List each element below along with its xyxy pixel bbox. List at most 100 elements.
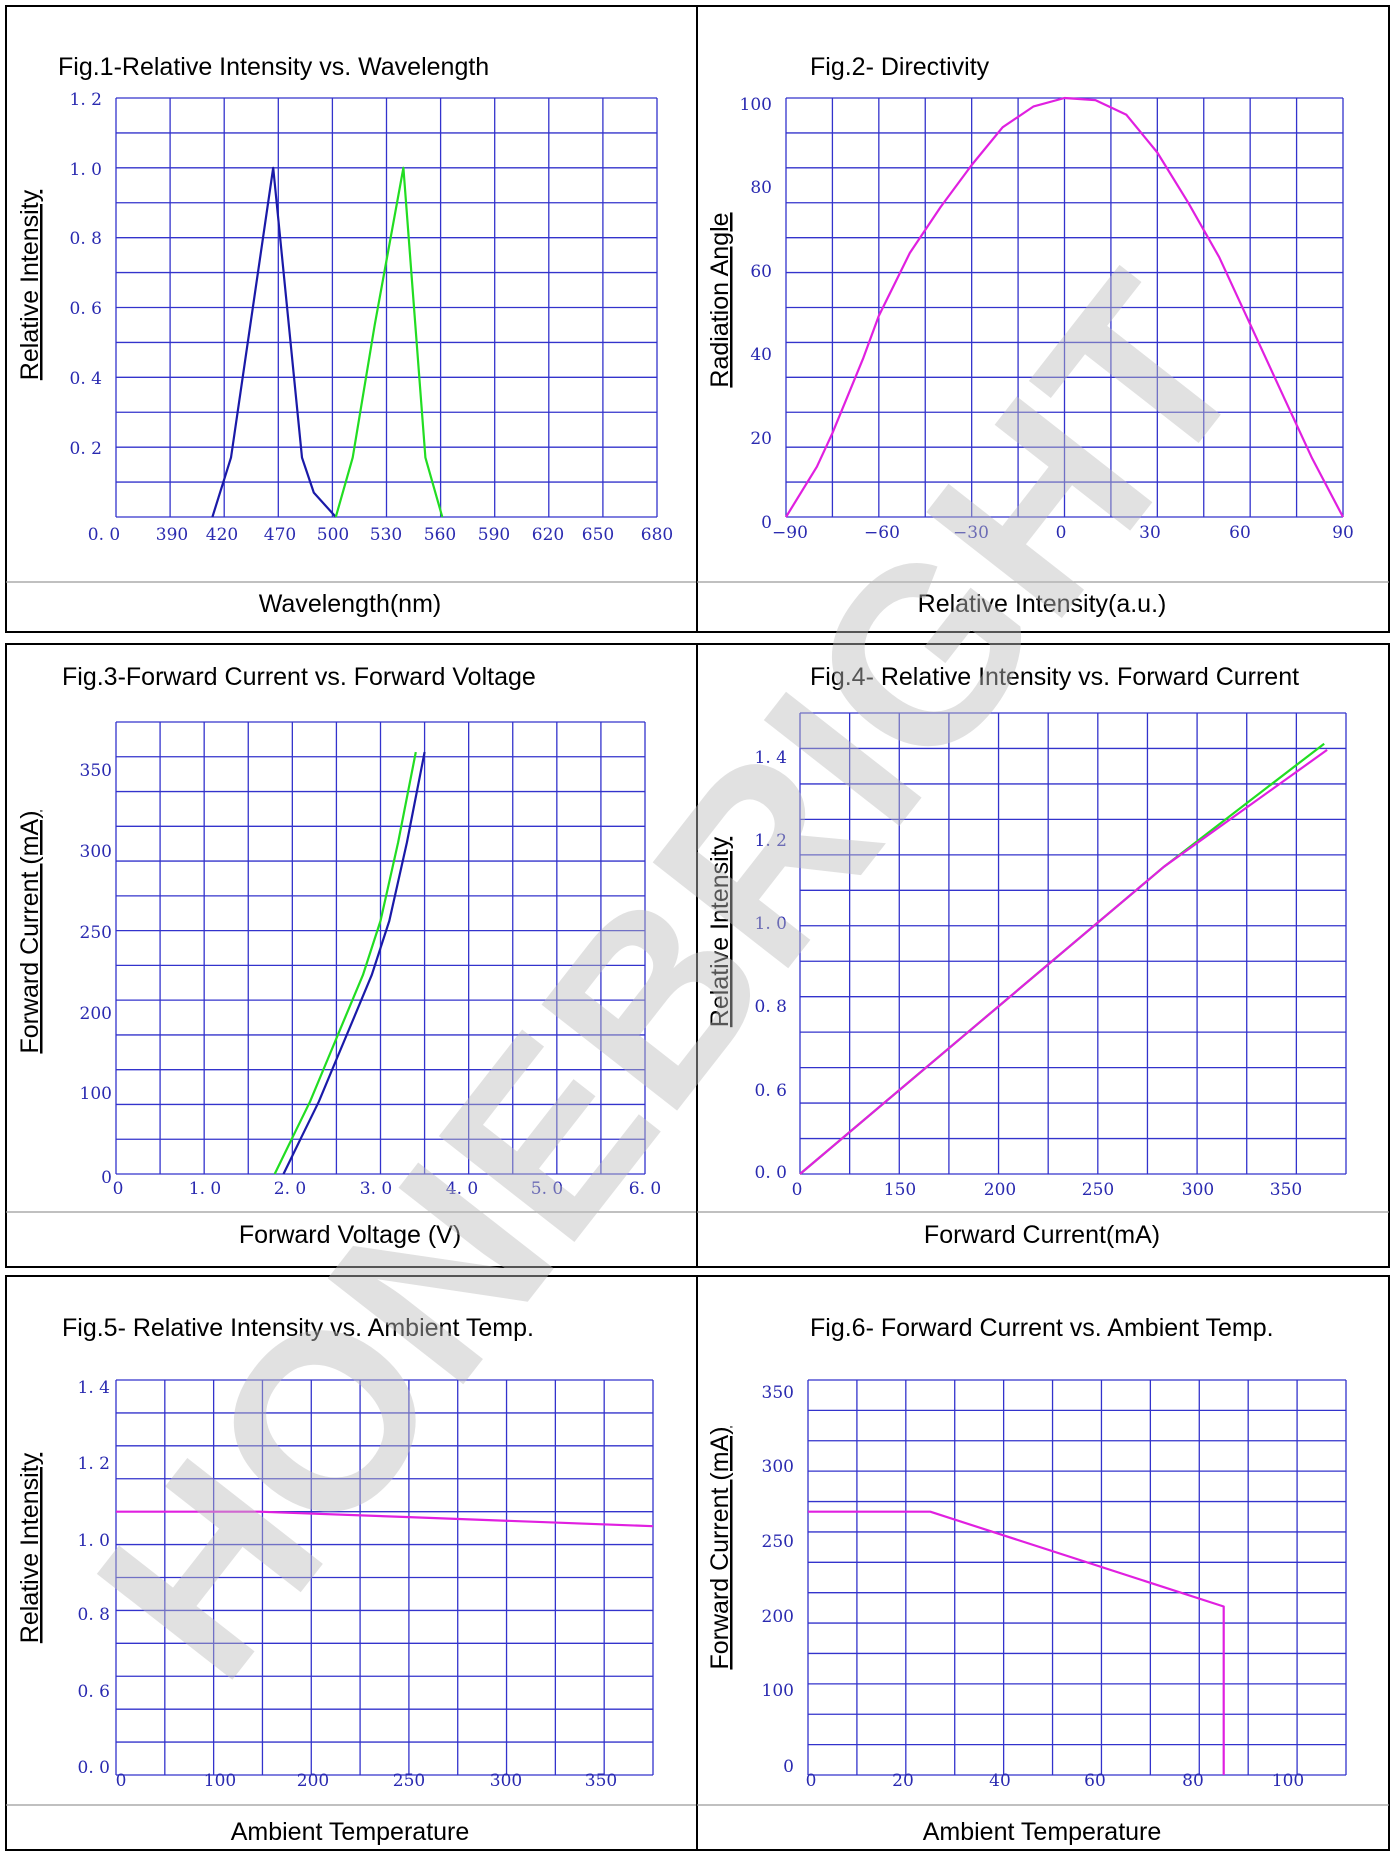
chart-title: Fig.1-Relative Intensity vs. Wavelength — [58, 53, 489, 81]
x-tick-label: 250 — [393, 1771, 425, 1791]
plot-grid — [115, 1379, 654, 1776]
x-tick-label: 100 — [204, 1771, 236, 1791]
series-line-blue — [211, 166, 337, 518]
x-tick-label: 90 — [1332, 523, 1354, 543]
y-tick-label: 20 — [750, 429, 772, 449]
x-tick-label: 80 — [1182, 1771, 1204, 1791]
x-tick-label: 470 — [264, 525, 296, 545]
chart-title: Fig.3-Forward Current vs. Forward Voltag… — [62, 663, 536, 691]
y-tick-label: 200 — [762, 1607, 794, 1627]
y-tick-label: 100 — [80, 1084, 112, 1104]
series-line-blue — [282, 751, 426, 1175]
y-axis-label: Forward Current (mA) — [706, 1426, 734, 1669]
y-tick-label: 1. 2 — [70, 90, 102, 110]
y-tick-label: 0 — [761, 513, 772, 533]
x-tick-label: 200 — [984, 1180, 1016, 1200]
plot-grid — [115, 721, 646, 1175]
y-tick-label: 1. 2 — [78, 1454, 110, 1474]
x-tick-label: 390 — [156, 525, 188, 545]
x-tick-label: 300 — [490, 1771, 522, 1791]
x-axis-label: Ambient Temperature — [923, 1818, 1162, 1846]
x-tick-label: 500 — [317, 525, 349, 545]
y-tick-label: 0 — [101, 1168, 112, 1188]
x-tick-label: 620 — [532, 525, 564, 545]
series-line-green — [273, 751, 417, 1175]
y-tick-label: 40 — [750, 345, 772, 365]
x-tick-label: 530 — [370, 525, 402, 545]
x-axis-label: Relative Intensity(a.u.) — [918, 590, 1167, 618]
x-tick-label: 60 — [1229, 523, 1251, 543]
x-tick-label: 560 — [424, 525, 456, 545]
y-tick-label: 0. 8 — [755, 997, 787, 1017]
y-tick-label: 1. 4 — [78, 1378, 110, 1398]
chart-fig5: Fig.5- Relative Intensity vs. Ambient Te… — [5, 1275, 698, 1851]
chart-fig4: Fig.4- Relative Intensity vs. Forward Cu… — [696, 643, 1390, 1268]
y-tick-label: 0. 2 — [70, 439, 102, 459]
chart-title: Fig.4- Relative Intensity vs. Forward Cu… — [810, 663, 1299, 691]
y-tick-label: 80 — [750, 178, 772, 198]
x-tick-label: 3. 0 — [360, 1179, 392, 1199]
y-tick-label: 1. 0 — [755, 914, 787, 934]
x-tick-label: 350 — [1270, 1180, 1302, 1200]
y-axis-label: Relative Intensity — [706, 836, 734, 1027]
y-tick-label: 1. 0 — [78, 1531, 110, 1551]
y-tick-label: 1. 0 — [70, 160, 102, 180]
x-axis-label: Forward Current(mA) — [924, 1221, 1160, 1249]
x-tick-label: 590 — [478, 525, 510, 545]
series-line-green — [334, 166, 444, 518]
y-axis-label: Radiation Angle — [706, 212, 734, 387]
x-axis-label: Ambient Temperature — [231, 1818, 470, 1846]
y-tick-label: 0 — [783, 1757, 794, 1777]
x-tick-label: 680 — [641, 525, 673, 545]
chart-frame — [696, 643, 1390, 1268]
y-tick-label: 350 — [762, 1383, 794, 1403]
x-tick-label: −60 — [864, 523, 900, 543]
y-tick-label: 300 — [762, 1457, 794, 1477]
chart-fig3: Fig.3-Forward Current vs. Forward Voltag… — [5, 643, 698, 1268]
y-tick-label: 100 — [762, 1681, 794, 1701]
x-tick-label: 5. 0 — [531, 1179, 563, 1199]
x-tick-label: 300 — [1182, 1180, 1214, 1200]
chart-fig2: Fig.2- Directivity Relative Intensity(a.u… — [696, 5, 1390, 633]
chart-title: Fig.5- Relative Intensity vs. Ambient Te… — [62, 1314, 534, 1342]
y-tick-label: 0. 6 — [78, 1682, 110, 1702]
y-tick-label: 0. 8 — [78, 1605, 110, 1625]
plot-grid — [799, 712, 1347, 1175]
chart-frame — [696, 1275, 1390, 1851]
y-tick-label: 0. 6 — [755, 1081, 787, 1101]
y-axis-label: Forward Current (mA) — [16, 810, 44, 1053]
x-tick-label: 30 — [1139, 523, 1161, 543]
x-tick-label: 150 — [884, 1180, 916, 1200]
y-tick-label: 1. 4 — [755, 748, 787, 768]
y-tick-label: 200 — [80, 1004, 112, 1024]
x-axis-label: Forward Voltage (V) — [239, 1221, 461, 1249]
x-tick-label: 0 — [806, 1771, 817, 1791]
series-line-magenta — [116, 1510, 654, 1528]
chart-fig1: Fig.1-Relative Intensity vs. Wavelength W… — [5, 5, 698, 633]
x-tick-label: −30 — [953, 523, 989, 543]
y-tick-label: 0. 6 — [70, 299, 102, 319]
y-tick-label: 0. 0 — [755, 1163, 787, 1183]
x-tick-label: 0 — [1056, 523, 1067, 543]
y-tick-label: 1. 2 — [755, 831, 787, 851]
x-tick-label: 650 — [582, 525, 614, 545]
x-tick-label: 200 — [297, 1771, 329, 1791]
y-tick-label: 350 — [80, 761, 112, 781]
x-tick-label: 0. 0 — [88, 525, 120, 545]
series-line-magenta — [799, 749, 1328, 1175]
plot-grid — [785, 97, 1344, 518]
x-tick-label: 2. 0 — [274, 1179, 306, 1199]
x-tick-label: 420 — [206, 525, 238, 545]
y-axis-label: Relative Intensity — [16, 1452, 44, 1643]
y-tick-label: 0. 0 — [78, 1758, 110, 1778]
x-tick-label: 350 — [585, 1771, 617, 1791]
x-axis-label: Wavelength(nm) — [259, 590, 441, 618]
x-tick-label: 0 — [792, 1180, 803, 1200]
x-tick-label: −90 — [772, 523, 808, 543]
chart-title: Fig.6- Forward Current vs. Ambient Temp. — [810, 1314, 1274, 1342]
y-tick-label: 0. 4 — [70, 369, 102, 389]
x-tick-label: 250 — [1082, 1180, 1114, 1200]
series-line-magenta — [808, 1510, 1225, 1775]
x-tick-label: 4. 0 — [446, 1179, 478, 1199]
